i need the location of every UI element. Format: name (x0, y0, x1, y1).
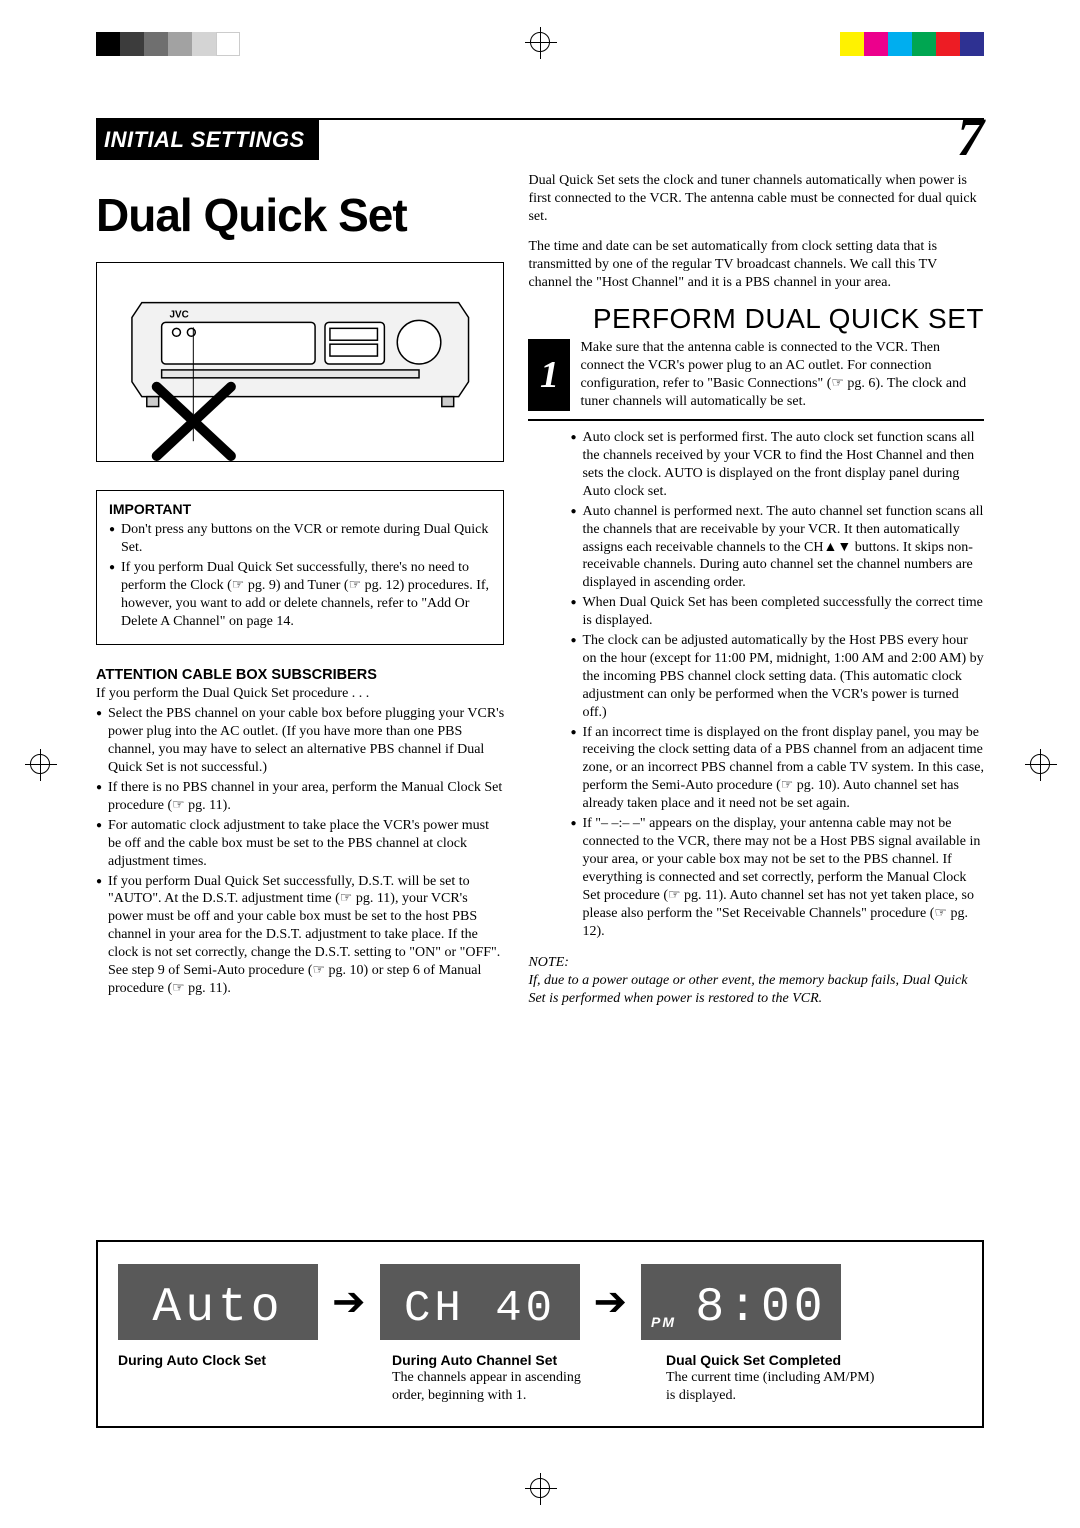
caption-body: The channels appear in ascending order, … (392, 1369, 592, 1404)
list-item: Don't press any buttons on the VCR or re… (109, 521, 491, 557)
display-panel-time: PM 8:00 (641, 1264, 841, 1340)
seven-segment-icon: Auto (118, 1264, 318, 1340)
pm-indicator: PM (651, 1314, 676, 1330)
display-row: Auto ➔ CH 40 ➔ PM 8:00 (118, 1264, 962, 1340)
section-header: INITIAL SETTINGS 7 (96, 118, 984, 160)
grayscale-swatches (96, 32, 240, 56)
step-heading: PERFORM DUAL QUICK SET (528, 303, 984, 335)
swatch (888, 32, 912, 56)
swatch (144, 32, 168, 56)
important-list: Don't press any buttons on the VCR or re… (109, 521, 491, 630)
caption-title: During Auto Clock Set (118, 1352, 318, 1370)
list-item: Select the PBS channel on your cable box… (96, 705, 504, 777)
note-label: NOTE: (528, 955, 568, 970)
caption-title: During Auto Channel Set (392, 1352, 592, 1370)
color-swatches (840, 32, 984, 56)
list-item: If "– –:– –" appears on the display, you… (570, 815, 984, 940)
display-panel-channel: CH 40 (380, 1264, 580, 1340)
svg-text:Auto: Auto (152, 1281, 283, 1335)
caption-completed: Dual Quick Set Completed The current tim… (666, 1352, 886, 1405)
list-item: Auto clock set is performed first. The a… (570, 429, 984, 501)
registration-mark-icon (530, 1478, 550, 1498)
cable-box-list: Select the PBS channel on your cable box… (96, 705, 504, 998)
note-body: If, due to a power outage or other event… (528, 973, 967, 1006)
list-item: The clock can be adjusted automatically … (570, 632, 984, 722)
seven-segment-icon: CH 40 (380, 1264, 580, 1340)
printer-marks-top (0, 32, 1080, 68)
left-column: Dual Quick Set JVC (96, 172, 504, 1222)
page-title: Dual Quick Set (96, 192, 504, 238)
cable-box-lead: If you perform the Dual Quick Set proced… (96, 685, 504, 703)
display-states-box: Auto ➔ CH 40 ➔ PM 8:00 During Auto Clock… (96, 1240, 984, 1429)
list-item: If an incorrect time is displayed on the… (570, 724, 984, 814)
page-number: 7 (957, 106, 984, 168)
page-content: INITIAL SETTINGS 7 Dual Quick Set JVC (96, 118, 984, 1428)
intro-paragraph: Dual Quick Set sets the clock and tuner … (528, 172, 984, 226)
svg-text:8:00: 8:00 (695, 1281, 826, 1335)
swatch (912, 32, 936, 56)
display-panel-auto: Auto (118, 1264, 318, 1340)
caption-auto-clock: During Auto Clock Set (118, 1352, 318, 1405)
swatch (192, 32, 216, 56)
step-sub-list: Auto clock set is performed first. The a… (570, 429, 984, 940)
swatch (120, 32, 144, 56)
step-block: 1 Make sure that the antenna cable is co… (528, 339, 984, 421)
cable-box-heading: ATTENTION CABLE BOX SUBSCRIBERS (96, 667, 504, 683)
list-item: For automatic clock adjustment to take p… (96, 817, 504, 871)
caption-auto-channel: During Auto Channel Set The channels app… (392, 1352, 592, 1405)
swatch (936, 32, 960, 56)
svg-text:CH 40: CH 40 (404, 1284, 556, 1334)
list-item: Auto channel is performed next. The auto… (570, 503, 984, 593)
important-heading: IMPORTANT (109, 501, 491, 517)
registration-mark-icon (30, 754, 50, 774)
vcr-illustration: JVC (96, 262, 504, 462)
swatch (168, 32, 192, 56)
caption-body: The current time (including AM/PM) is di… (666, 1369, 886, 1404)
display-captions: During Auto Clock Set During Auto Channe… (118, 1352, 962, 1405)
list-item: If you perform Dual Quick Set successful… (109, 559, 491, 631)
arrow-right-icon: ➔ (332, 1282, 366, 1322)
swatch (960, 32, 984, 56)
section-label: INITIAL SETTINGS (96, 120, 319, 160)
important-callout: IMPORTANT Don't press any buttons on the… (96, 490, 504, 645)
swatch (96, 32, 120, 56)
cable-box-section: ATTENTION CABLE BOX SUBSCRIBERS If you p… (96, 667, 504, 997)
vcr-line-art: JVC (97, 263, 503, 461)
swatch (864, 32, 888, 56)
svg-text:JVC: JVC (170, 309, 189, 320)
registration-mark-icon (1030, 754, 1050, 774)
intro-paragraph: The time and date can be set automatical… (528, 238, 984, 292)
step-number: 1 (528, 339, 570, 411)
swatch (840, 32, 864, 56)
list-item: If there is no PBS channel in your area,… (96, 779, 504, 815)
arrow-right-icon: ➔ (594, 1282, 628, 1322)
registration-mark-icon (530, 32, 550, 52)
swatch (216, 32, 240, 56)
right-column: Dual Quick Set sets the clock and tuner … (528, 172, 984, 1222)
note-block: NOTE: If, due to a power outage or other… (528, 954, 984, 1008)
list-item: When Dual Quick Set has been completed s… (570, 594, 984, 630)
list-item: If you perform Dual Quick Set successful… (96, 873, 504, 998)
caption-title: Dual Quick Set Completed (666, 1352, 886, 1370)
step-body: Make sure that the antenna cable is conn… (580, 339, 984, 411)
